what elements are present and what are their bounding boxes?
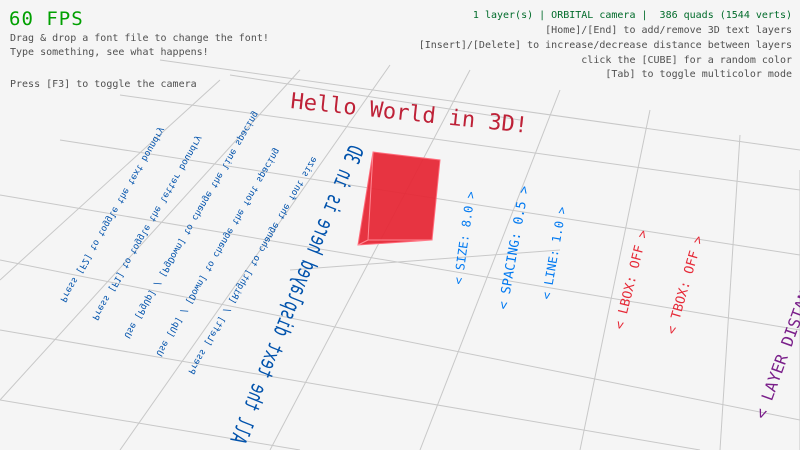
option-3: < LBOX: OFF > (612, 228, 651, 331)
help-drag-drop: Drag & drop a font file to change the fo… (10, 33, 269, 44)
grid-line (0, 329, 701, 450)
grid-line (289, 249, 561, 271)
grid-line (119, 94, 800, 191)
grid-line (419, 89, 561, 450)
grid-line (0, 69, 301, 401)
grid-line (229, 74, 521, 121)
grid-line (159, 59, 800, 151)
option-4: < TBOX: OFF > (664, 234, 707, 336)
option-0: < SIZE: 8.0 > (451, 190, 478, 285)
cube[interactable] (357, 151, 441, 246)
option-2: < LINE: 1.0 > (539, 206, 569, 301)
grid-line (0, 259, 800, 421)
fps-counter: 60 FPS (9, 8, 84, 30)
grid-line (579, 109, 651, 450)
help-type: Type something, see what happens! (10, 47, 209, 58)
help-camera: Press [F3] to toggle the camera (10, 79, 197, 90)
help-distance: [Insert]/[Delete] to increase/decrease d… (418, 40, 792, 51)
grid-line (0, 399, 301, 450)
grid-line (0, 79, 221, 281)
grid-line (269, 69, 471, 450)
grid-line (719, 134, 741, 450)
help-cube: click the [CUBE] for a random color (581, 55, 792, 66)
option-5: < LAYER DISTANCE: 0.010 > (751, 189, 800, 422)
help-multicolor: [Tab] to toggle multicolor mode (605, 69, 792, 80)
help-layers: [Home]/[End] to add/remove 3D text layer… (545, 25, 792, 36)
grid-line (0, 194, 800, 331)
grid-line (119, 64, 391, 450)
title-3d-text: Hello World in 3D! (289, 89, 529, 139)
status-line: 1 layer(s) | ORBITAL camera | 386 quads … (472, 10, 792, 21)
option-1: < SPACING: 0.5 > (496, 185, 533, 311)
floor-grid (0, 59, 800, 450)
